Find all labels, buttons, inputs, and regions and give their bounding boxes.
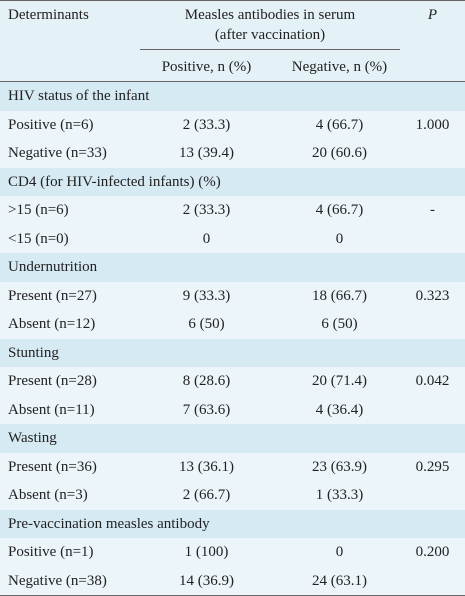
table-header: Determinants Measles antibodies in serum… <box>0 0 465 82</box>
row-label: Positive (n=6) <box>8 116 94 133</box>
positive-cell: 6 (50) <box>188 316 225 332</box>
data-row <box>0 110 465 139</box>
data-row <box>0 310 465 339</box>
positive-cell: 14 (36.9) <box>179 572 234 589</box>
negative-cell: 20 (60.6) <box>312 145 367 161</box>
row-label: Negative (n=38) <box>8 572 107 589</box>
positive-cell: 2 (66.7) <box>182 487 231 503</box>
header-rule <box>140 49 400 50</box>
data-row <box>0 566 465 595</box>
data-row <box>0 395 465 424</box>
negative-cell: 6 (50) <box>321 316 358 332</box>
row-label: Present (n=36) <box>8 458 97 475</box>
positive-cell: 9 (33.3) <box>182 287 231 304</box>
data-row <box>0 224 465 253</box>
positive-cell: 0 <box>202 230 211 247</box>
p-value: - <box>430 202 435 218</box>
negative-cell: 24 (63.1) <box>312 572 367 589</box>
data-row <box>0 538 465 567</box>
row-label: Present (n=28) <box>8 373 97 389</box>
data-row <box>0 281 465 310</box>
p-value: 1.000 <box>415 116 450 133</box>
positive-cell: 2 (33.3) <box>182 202 231 218</box>
positive-cell: 13 (36.1) <box>179 458 234 475</box>
section-row <box>0 338 465 367</box>
section-title: Undernutrition <box>8 259 98 275</box>
negative-cell: 0 <box>335 544 344 560</box>
negative-cell: 1 (33.3) <box>315 487 364 503</box>
header-group: Measles antibodies in serum (after vacci… <box>184 7 356 43</box>
positive-cell: 2 (33.3) <box>182 116 231 133</box>
section-title: Wasting <box>8 430 57 446</box>
section-title: Stunting <box>8 344 59 361</box>
p-value: 0.042 <box>415 373 450 389</box>
row-label: Absent (n=3) <box>8 487 88 503</box>
row-label: Present (n=27) <box>8 287 97 304</box>
p-value: 0.295 <box>415 458 450 475</box>
header-negative: Negative, n (%) <box>291 59 388 75</box>
section-title: CD4 (for HIV-infected infants) (%) <box>8 173 221 190</box>
negative-cell: 18 (66.7) <box>312 287 367 304</box>
section-row <box>0 82 465 111</box>
row-label: Positive (n=1) <box>8 544 94 560</box>
negative-cell: 0 <box>335 230 344 247</box>
section-title: HIV status of the infant <box>8 88 150 104</box>
negative-cell: 4 (66.7) <box>315 116 364 133</box>
row-label: >15 (n=6) <box>8 202 69 218</box>
p-value: 0.323 <box>415 287 450 304</box>
data-row <box>0 452 465 481</box>
positive-cell: 7 (63.6) <box>182 401 231 418</box>
row-label: Absent (n=12) <box>8 316 96 332</box>
positive-cell: 8 (28.6) <box>182 373 231 389</box>
section-title: Pre-vaccination measles antibody <box>8 515 210 532</box>
row-label: Absent (n=11) <box>8 401 95 418</box>
data-row <box>0 196 465 225</box>
data-row <box>0 481 465 510</box>
row-label: Negative (n=33) <box>8 145 107 161</box>
negative-cell: 4 (36.4) <box>315 401 364 418</box>
p-value: 0.200 <box>415 544 450 560</box>
section-row <box>0 509 465 538</box>
negative-cell: 23 (63.9) <box>312 458 367 475</box>
data-row <box>0 139 465 168</box>
data-row <box>0 367 465 396</box>
positive-cell: 13 (39.4) <box>179 145 234 161</box>
header-positive: Positive, n (%) <box>161 59 252 75</box>
row-label: <15 (n=0) <box>8 230 69 247</box>
section-row <box>0 424 465 453</box>
negative-cell: 4 (66.7) <box>315 202 364 218</box>
header-determinants: Determinants <box>8 7 89 23</box>
negative-cell: 20 (71.4) <box>312 373 367 389</box>
section-row <box>0 253 465 282</box>
section-row <box>0 167 465 196</box>
positive-cell: 1 (100) <box>184 544 229 560</box>
header-p: P <box>427 7 438 23</box>
